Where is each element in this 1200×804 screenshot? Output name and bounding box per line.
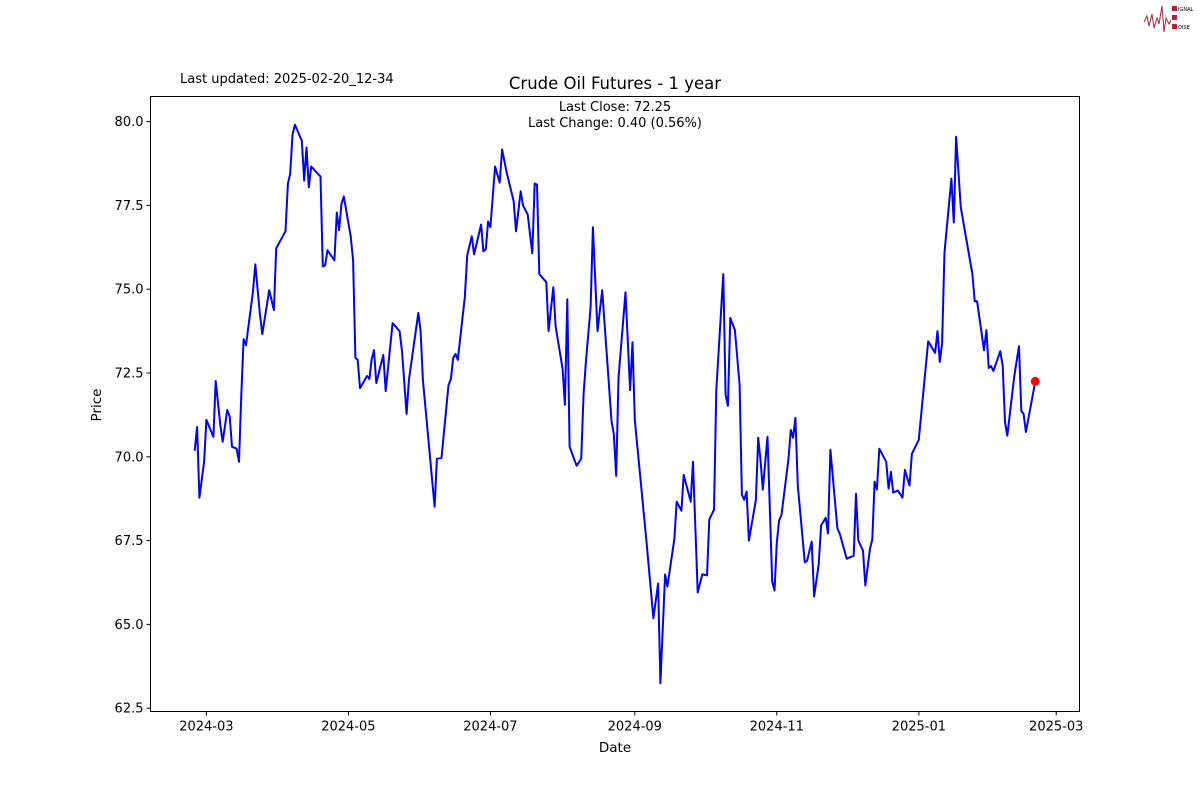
y-tick-label: 70.0 xyxy=(115,450,144,465)
price-series-line xyxy=(193,123,1037,685)
logo-waveform-icon xyxy=(1143,5,1172,33)
x-axis-ticks: 2024-03 2024-05 2024-07 2024-09 2024-11 2025-… xyxy=(179,711,1083,735)
signal-2-noise-logo: IGNAL OISE xyxy=(1143,5,1194,33)
last-close-marker xyxy=(1030,376,1040,386)
y-tick-label: 65.0 xyxy=(115,618,144,633)
y-axis-label: Price xyxy=(89,389,105,422)
last-close-annotation: Last Close: 72.25 xyxy=(559,100,671,115)
last-updated-label: Last updated: 2025-02-20_12-34 xyxy=(180,72,394,87)
y-tick-label: 67.5 xyxy=(115,534,144,549)
y-axis-ticks: 62.5 65.0 67.5 70.0 72.5 75.0 77.5 80.0 xyxy=(115,115,151,717)
x-tick-label: 2025-01 xyxy=(892,720,946,735)
x-tick-label: 2024-09 xyxy=(608,720,662,735)
x-tick-label: 2025-03 xyxy=(1029,720,1083,735)
x-tick-label: 2024-03 xyxy=(179,720,233,735)
plot-area xyxy=(150,96,1080,712)
svg-text:IGNAL: IGNAL xyxy=(1178,7,1194,13)
x-tick-label: 2024-05 xyxy=(321,720,375,735)
y-tick-label: 62.5 xyxy=(115,702,144,717)
y-tick-label: 75.0 xyxy=(115,283,144,298)
x-tick-label: 2024-11 xyxy=(750,720,804,735)
last-change-annotation: Last Change: 0.40 (0.56%) xyxy=(528,116,702,131)
x-tick-label: 2024-07 xyxy=(463,720,517,735)
y-tick-label: 72.5 xyxy=(115,366,144,381)
svg-text:OISE: OISE xyxy=(1178,25,1190,31)
x-axis-label: Date xyxy=(599,740,631,756)
y-tick-label: 77.5 xyxy=(115,199,144,214)
y-tick-label: 80.0 xyxy=(115,115,144,130)
chart-title: Crude Oil Futures - 1 year xyxy=(509,74,721,93)
